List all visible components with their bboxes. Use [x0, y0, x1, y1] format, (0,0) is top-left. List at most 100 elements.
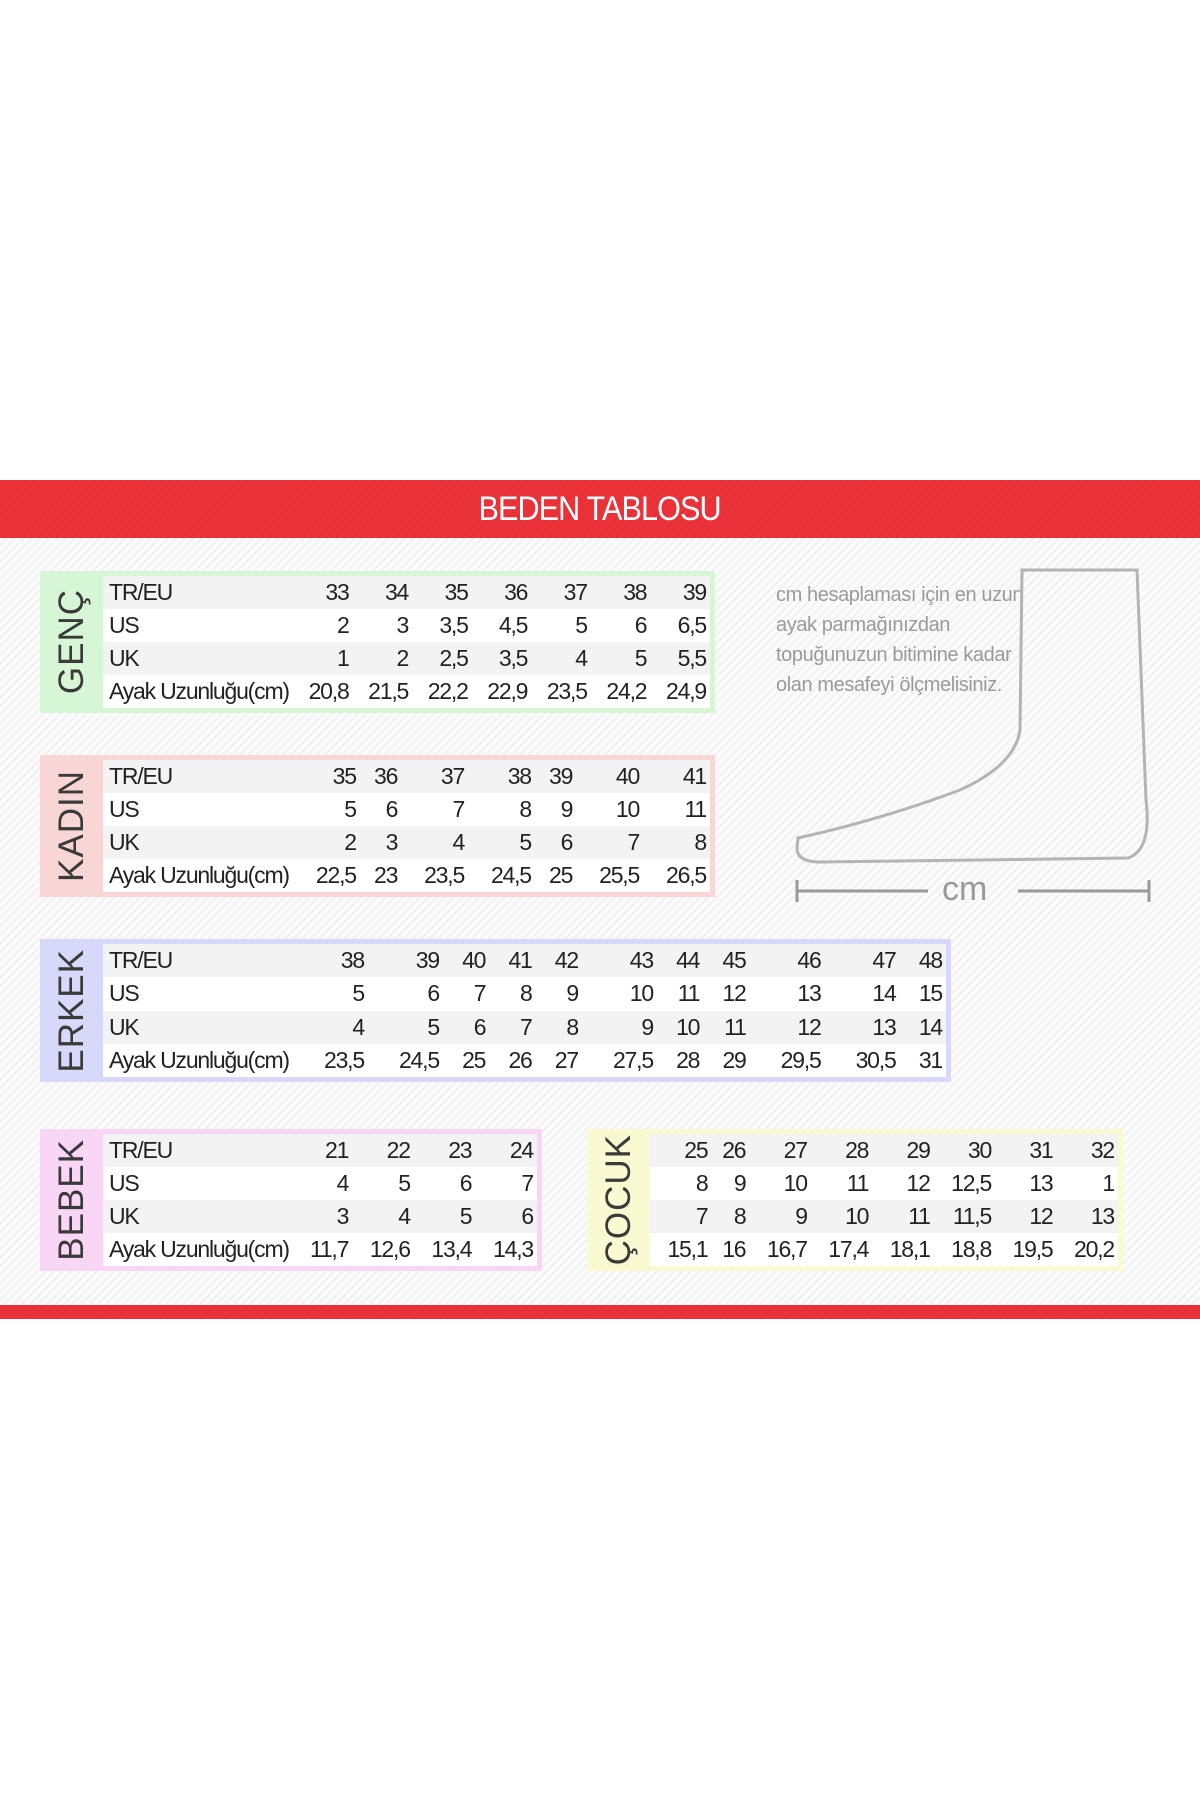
table-row: Ayak Uzunluğu(cm) 23,5 24,5 25 26 27 27,5 28 29 2… — [103, 1043, 946, 1077]
size-cell: 40 — [442, 944, 490, 978]
table-kadin: KADIN TR/EU 35 36 37 38 39 40 41 US 5 6 7 8 9 10 11 UK 2 3 4… — [40, 755, 715, 897]
size-cell: 11 — [872, 1200, 934, 1233]
size-cell: 6 — [442, 1010, 490, 1044]
size-cell: 36 — [359, 760, 402, 793]
size-cell: 8 — [711, 1200, 750, 1233]
size-cell: 13 — [749, 977, 825, 1011]
size-cell: 11 — [810, 1167, 873, 1200]
size-cell: 3 — [293, 1200, 353, 1233]
size-cell: 28 — [810, 1134, 873, 1167]
table-row: US 2 3 3,5 4,5 5 6 6,5 — [103, 609, 710, 642]
table-row: UK 1 2 2,5 3,5 4 5 5,5 — [103, 642, 710, 675]
size-cell: 27 — [535, 1043, 582, 1077]
size-cell: 1 — [293, 642, 353, 675]
size-cell: 35 — [412, 576, 472, 609]
size-cell: 25 — [534, 859, 577, 892]
size-cell: 15 — [899, 977, 946, 1011]
size-cell: 46 — [749, 944, 825, 978]
size-table: 25 26 27 28 29 30 31 32 8 9 10 11 12 12,5 13 1 7 8 9 10 11 11… — [650, 1134, 1118, 1266]
size-cell: 9 — [711, 1167, 750, 1200]
size-cell: 9 — [581, 1010, 657, 1044]
size-cell: 38 — [590, 576, 651, 609]
size-cell: 2 — [293, 609, 353, 642]
size-cell: 8 — [643, 826, 710, 859]
size-cell: 8 — [650, 1167, 712, 1200]
size-cell: 5 — [590, 642, 651, 675]
size-cell: 7 — [475, 1167, 537, 1200]
size-table: TR/EU 33 34 35 36 37 38 39 US 2 3 3,5 4,5 5 6 6,5 UK 1 2 2,… — [103, 576, 710, 708]
size-cell: 14 — [899, 1010, 946, 1044]
size-cell: 18,1 — [872, 1233, 934, 1266]
size-cell: 5 — [352, 1167, 414, 1200]
table-row: 8 9 10 11 12 12,5 13 1 — [650, 1167, 1118, 1200]
size-cell: 5 — [468, 826, 535, 859]
size-cell: 36 — [471, 576, 532, 609]
size-cell: 8 — [535, 1010, 582, 1044]
size-cell: 26 — [489, 1043, 536, 1077]
table-row: Ayak Uzunluğu(cm) 20,8 21,5 22,2 22,9 23,5 24,… — [103, 675, 710, 708]
size-cell: 6 — [475, 1200, 537, 1233]
size-cell: 2,5 — [412, 642, 472, 675]
size-cell: 22 — [352, 1134, 414, 1167]
size-cell: 12 — [703, 977, 750, 1011]
table-row: TR/EU 21 22 23 24 — [103, 1134, 537, 1167]
size-cell: 39 — [534, 760, 577, 793]
size-cell: 20,2 — [1056, 1233, 1118, 1266]
size-cell: 4 — [352, 1200, 414, 1233]
table-row: UK 4 5 6 7 8 9 10 11 12 13 14 — [103, 1010, 946, 1044]
row-label: Ayak Uzunluğu(cm) — [103, 1233, 293, 1266]
size-cell: 6 — [590, 609, 651, 642]
size-cell: 11 — [643, 793, 710, 826]
size-cell: 7 — [401, 793, 469, 826]
size-cell: 5,5 — [650, 642, 710, 675]
size-cell: 23 — [413, 1134, 476, 1167]
row-label: UK — [103, 826, 293, 859]
size-cell: 5 — [413, 1200, 476, 1233]
table-row: Ayak Uzunluğu(cm) 22,5 23 23,5 24,5 25 25,5 26,… — [103, 859, 710, 892]
table-row: TR/EU 33 34 35 36 37 38 39 — [103, 576, 710, 609]
size-cell: 4 — [401, 826, 469, 859]
size-cell: 12 — [995, 1200, 1057, 1233]
row-label: US — [103, 1167, 293, 1200]
size-cell: 23,5 — [531, 675, 591, 708]
size-cell: 30 — [933, 1134, 996, 1167]
size-cell: 4 — [293, 1167, 353, 1200]
table-bebek: BEBEK TR/EU 21 22 23 24 US 4 5 6 7 UK 3 4 5 6 Ayak Uzunl… — [40, 1129, 542, 1271]
size-cell: 11,5 — [933, 1200, 996, 1233]
size-cell: 14,3 — [475, 1233, 537, 1266]
size-cell: 11 — [656, 977, 704, 1011]
size-cell: 10 — [810, 1200, 873, 1233]
size-cell: 37 — [401, 760, 469, 793]
size-cell: 31 — [995, 1134, 1057, 1167]
size-cell: 27,5 — [581, 1043, 657, 1077]
size-cell: 16,7 — [749, 1233, 811, 1266]
size-cell: 8 — [489, 977, 536, 1011]
table-erkek: ERKEK TR/EU 38 39 40 41 42 43 44 45 46 47 48 US 5 6 7 8 9 1… — [40, 939, 951, 1082]
size-cell: 5 — [293, 977, 368, 1011]
size-cell: 25,5 — [576, 859, 644, 892]
size-cell: 42 — [535, 944, 582, 978]
row-label: Ayak Uzunluğu(cm) — [103, 675, 293, 708]
size-cell: 17,4 — [810, 1233, 873, 1266]
table-cocuk: ÇOCUK 25 26 27 28 29 30 31 32 8 9 10 11 12 12,5 13 1 7 8 9 1… — [587, 1129, 1123, 1271]
size-cell: 19,5 — [995, 1233, 1057, 1266]
size-cell: 3 — [359, 826, 402, 859]
category-label: BEBEK — [40, 1134, 103, 1266]
size-cell: 26 — [711, 1134, 750, 1167]
size-cell: 35 — [293, 760, 360, 793]
size-cell: 7 — [650, 1200, 712, 1233]
size-table: TR/EU 21 22 23 24 US 4 5 6 7 UK 3 4 5 6 Ayak Uzunluğu(c… — [103, 1134, 537, 1266]
page-title: BEDEN TABLOSU — [478, 489, 722, 528]
size-cell: 22,9 — [471, 675, 532, 708]
size-cell: 12 — [872, 1167, 934, 1200]
category-label-text: ÇOCUK — [598, 1134, 638, 1266]
size-cell: 15,1 — [650, 1233, 712, 1266]
row-label: TR/EU — [103, 1134, 293, 1167]
size-cell: 10 — [581, 977, 657, 1011]
size-cell: 28 — [656, 1043, 704, 1077]
table-genc: GENÇ TR/EU 33 34 35 36 37 38 39 US 2 3 3,5 4,5 5 6 6,5 UK… — [40, 571, 715, 713]
size-cell: 20,8 — [293, 675, 353, 708]
table-row: US 5 6 7 8 9 10 11 — [103, 793, 710, 826]
size-cell: 38 — [293, 944, 368, 978]
size-cell: 44 — [656, 944, 704, 978]
